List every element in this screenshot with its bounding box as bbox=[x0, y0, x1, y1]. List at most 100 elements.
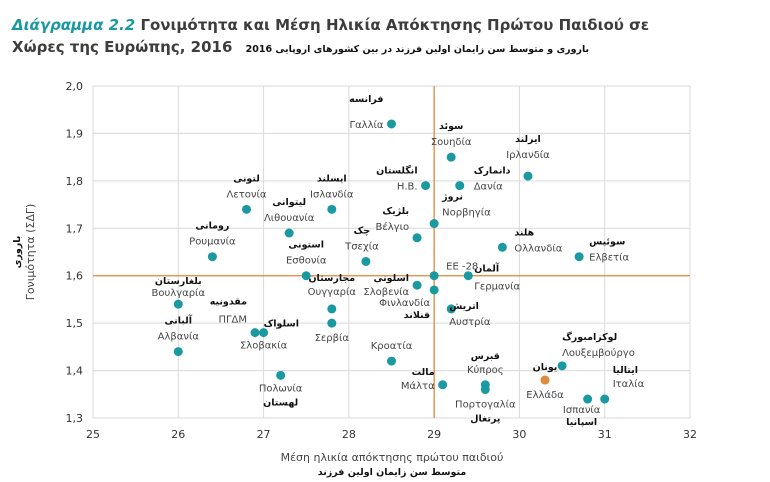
data-point bbox=[412, 280, 422, 290]
data-label-farsi: قبرس bbox=[471, 351, 500, 362]
title-farsi: باروری و متوسط سن زایمان اولین فرزند در … bbox=[245, 44, 590, 55]
data-label: Σλοβενία bbox=[363, 286, 409, 298]
data-label-farsi: اسلونی bbox=[373, 273, 409, 284]
data-label: Λιθουανία bbox=[264, 212, 315, 224]
data-label-farsi: پرتغال bbox=[470, 414, 500, 425]
data-label: Μάλτα bbox=[401, 380, 435, 392]
data-label: ΠΓΔΜ bbox=[218, 315, 247, 326]
data-point bbox=[327, 318, 337, 328]
data-label-farsi: لهستان bbox=[263, 397, 298, 408]
data-point bbox=[284, 228, 294, 238]
data-point bbox=[429, 285, 439, 295]
data-point bbox=[259, 328, 269, 338]
data-label: Σλοβακία bbox=[240, 340, 288, 352]
data-label: Αλβανία bbox=[158, 331, 200, 343]
grid bbox=[92, 85, 691, 419]
x-axis-label: Μέση ηλικία απόκτησης πρώτου παιδιού bbox=[281, 451, 504, 464]
data-point bbox=[250, 328, 260, 338]
data-label: Βέλγιο bbox=[375, 221, 409, 233]
data-point bbox=[387, 356, 396, 366]
data-label: Κύπρος bbox=[467, 364, 504, 376]
title-main-2: Χώρες της Ευρώπης, 2016 bbox=[12, 38, 233, 56]
data-label: Λετονία bbox=[227, 188, 267, 200]
data-label: Νορβηγία bbox=[442, 207, 491, 219]
data-point bbox=[463, 271, 473, 281]
data-point bbox=[540, 375, 550, 385]
data-point bbox=[173, 299, 183, 309]
reference-label: EE -28 bbox=[446, 262, 478, 273]
data-label: Ρουμανία bbox=[189, 236, 236, 248]
data-point bbox=[523, 171, 533, 181]
data-label-farsi: ایرلند bbox=[515, 134, 541, 145]
y-axis-label-farsi: باروری bbox=[12, 236, 23, 269]
data-label-farsi: انگلستان bbox=[376, 165, 417, 177]
data-label: Ιταλία bbox=[613, 378, 645, 390]
data-label: Γαλλία bbox=[350, 119, 384, 131]
data-label-farsi: بلغارستان bbox=[155, 276, 202, 287]
title-line-1: Διάγραμμα 2.2 Γονιμότητα και Μέση Ηλικία… bbox=[12, 16, 652, 34]
data-label: Τσεχία bbox=[344, 240, 379, 252]
y-tick-label: 1,3 bbox=[66, 412, 84, 425]
data-label: Ιρλανδία bbox=[506, 149, 550, 161]
data-label-farsi: چک bbox=[354, 225, 371, 236]
data-label: Ελβετία bbox=[589, 252, 629, 264]
data-label-farsi: اسپانیا bbox=[566, 417, 597, 428]
data-label-farsi: مقدونیه bbox=[210, 297, 247, 308]
data-label-farsi: آلبانی bbox=[165, 314, 193, 327]
x-axis-label-farsi: متوسط سن زایمان اولین فرزند bbox=[318, 467, 467, 478]
figure-number: Διάγραμμα 2.2 bbox=[12, 16, 136, 34]
data-point bbox=[600, 394, 610, 404]
y-tick-label: 2,0 bbox=[66, 80, 84, 93]
y-tick-label: 1,8 bbox=[66, 175, 84, 188]
data-label: Βουλγαρία bbox=[152, 287, 206, 299]
data-label-farsi: فنلاند bbox=[404, 310, 430, 321]
data-label-farsi: دانمارک bbox=[474, 166, 511, 177]
data-label-farsi: ایسلند bbox=[317, 173, 347, 184]
data-label-farsi: سوئیس bbox=[589, 237, 625, 248]
data-label-farsi: لوکزامبورگ bbox=[562, 331, 617, 343]
data-point bbox=[557, 361, 567, 371]
y-tick-label: 1,6 bbox=[66, 270, 84, 283]
data-point bbox=[480, 385, 490, 395]
reference-point bbox=[429, 271, 439, 281]
x-tick-label: 32 bbox=[683, 428, 697, 441]
data-label: Σερβία bbox=[315, 332, 350, 344]
data-label: Εσθονία bbox=[286, 255, 327, 267]
data-label: Δανία bbox=[474, 181, 503, 193]
data-label-farsi: مجارستان bbox=[308, 273, 355, 284]
data-point bbox=[327, 204, 337, 214]
data-point bbox=[327, 304, 337, 314]
data-label-farsi: آلمان bbox=[474, 262, 500, 275]
data-label-farsi: ایتالیا bbox=[613, 365, 638, 376]
data-point bbox=[429, 219, 439, 229]
data-label-farsi: رومانی bbox=[195, 221, 229, 232]
tick-labels: 1,3 1,4 1,5 1,6 1,7 1,8 1,9 2,0 25 26 27 28 29 30 31 32 bbox=[66, 80, 698, 441]
data-label: Πορτογαλία bbox=[455, 399, 516, 411]
x-tick-label: 25 bbox=[86, 428, 100, 441]
data-label-farsi: نروژ bbox=[441, 192, 463, 203]
data-point bbox=[301, 271, 311, 281]
data-label: Ολλανδία bbox=[514, 242, 562, 254]
y-tick-label: 1,7 bbox=[66, 222, 84, 235]
data-label: Αυστρία bbox=[449, 316, 491, 328]
data-label-farsi: اتریش bbox=[449, 301, 479, 312]
data-point bbox=[583, 394, 593, 404]
data-label: Κροατία bbox=[371, 340, 413, 352]
data-point bbox=[421, 181, 431, 191]
data-point bbox=[455, 181, 465, 191]
data-label: Λουξεμβούργο bbox=[562, 347, 635, 359]
data-label-farsi: اسلواک bbox=[264, 319, 299, 330]
data-label: Ελλάδα bbox=[526, 389, 564, 401]
data-label: Ισπανία bbox=[563, 404, 601, 416]
chart-title: Διάγραμμα 2.2 Γονιμότητα και Μέση Ηλικία… bbox=[12, 16, 652, 56]
data-point bbox=[207, 252, 217, 262]
data-point bbox=[276, 370, 286, 380]
data-point bbox=[446, 152, 456, 162]
data-label: Ισλανδία bbox=[310, 188, 354, 200]
data-point bbox=[438, 380, 448, 390]
data-label-farsi: یونان bbox=[533, 362, 558, 373]
data-point bbox=[173, 347, 183, 357]
data-label-farsi: سوئد bbox=[439, 121, 463, 132]
y-tick-label: 1,5 bbox=[66, 317, 84, 330]
